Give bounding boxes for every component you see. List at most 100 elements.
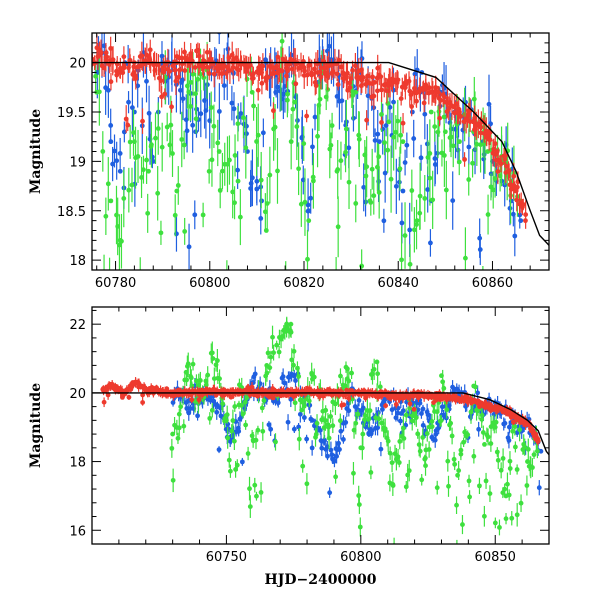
- data-point: [126, 99, 131, 105]
- data-point: [255, 427, 261, 433]
- data-point: [308, 316, 313, 321]
- data-point: [385, 438, 391, 444]
- plot-frame: [91, 306, 550, 545]
- data-point: [268, 426, 274, 432]
- plot-area: [92, 316, 549, 544]
- data-point: [186, 89, 192, 95]
- data-point: [387, 450, 393, 456]
- data-point: [457, 109, 462, 115]
- data-point: [245, 451, 251, 456]
- data-point: [160, 65, 166, 70]
- data-point: [175, 183, 181, 188]
- x-tick-label: 60840: [378, 276, 419, 291]
- data-point: [380, 406, 385, 412]
- data-point: [226, 457, 232, 463]
- data-point: [108, 139, 114, 145]
- data-point: [140, 400, 146, 405]
- data-point: [402, 160, 408, 165]
- data-point: [310, 376, 315, 382]
- data-point: [398, 393, 404, 399]
- data-point: [285, 419, 291, 425]
- x-tick-label: 60820: [283, 276, 324, 291]
- data-point: [442, 129, 448, 135]
- y-tick-label: 20: [69, 387, 86, 402]
- data-point: [365, 93, 371, 99]
- data-point: [393, 183, 399, 189]
- data-point: [379, 112, 384, 117]
- data-point: [313, 431, 319, 437]
- data-point: [143, 387, 149, 392]
- data-point: [531, 452, 537, 458]
- data-point: [235, 178, 241, 184]
- data-point: [376, 72, 382, 78]
- data-point: [483, 478, 489, 484]
- data-point: [159, 144, 165, 150]
- data-point: [420, 435, 426, 440]
- data-point: [155, 190, 161, 196]
- data-point: [279, 38, 285, 44]
- data-point: [189, 397, 195, 403]
- data-point: [360, 431, 366, 437]
- data-point: [309, 445, 315, 451]
- data-point: [420, 422, 426, 428]
- data-point: [433, 428, 439, 434]
- data-point: [466, 144, 472, 150]
- data-point: [422, 111, 428, 117]
- data-point: [492, 520, 498, 526]
- data-point: [315, 70, 321, 75]
- data-point: [275, 168, 280, 174]
- data-point: [326, 43, 332, 49]
- data-point: [398, 132, 404, 138]
- data-point: [500, 407, 506, 413]
- data-point: [498, 467, 504, 473]
- data-point: [398, 96, 404, 101]
- data-point: [177, 87, 183, 93]
- data-point: [366, 431, 372, 437]
- data-point: [220, 401, 226, 407]
- data-point: [214, 409, 220, 415]
- data-point: [511, 173, 517, 179]
- data-point: [356, 398, 362, 403]
- data-point: [334, 168, 340, 174]
- data-point: [258, 216, 264, 221]
- data-point: [275, 400, 281, 406]
- data-point: [193, 91, 198, 97]
- data-point: [158, 78, 164, 84]
- data-point: [247, 504, 253, 509]
- data-point: [401, 436, 407, 441]
- data-point: [254, 493, 259, 499]
- data-point: [159, 94, 165, 100]
- data-point: [181, 142, 187, 148]
- data-point: [395, 118, 401, 124]
- data-point: [284, 97, 290, 103]
- data-point: [425, 187, 431, 192]
- data-point: [237, 214, 243, 220]
- data-point: [240, 411, 246, 417]
- data-point: [351, 115, 356, 121]
- data-point: [475, 390, 481, 396]
- data-point: [94, 89, 100, 95]
- data-point: [416, 442, 422, 448]
- data-point: [183, 117, 189, 123]
- data-point: [343, 149, 348, 155]
- data-point: [337, 418, 343, 424]
- data-point: [523, 212, 529, 218]
- data-point: [351, 470, 356, 476]
- data-point: [432, 437, 438, 443]
- data-point: [369, 166, 375, 172]
- data-point: [210, 356, 216, 361]
- data-point: [400, 188, 406, 194]
- data-point: [346, 378, 352, 384]
- data-point: [255, 132, 261, 138]
- data-point: [132, 380, 138, 385]
- data-point: [382, 426, 388, 432]
- data-point: [332, 401, 338, 407]
- data-point: [153, 135, 158, 141]
- data-point: [327, 490, 333, 496]
- data-point: [184, 377, 190, 383]
- data-point: [225, 161, 230, 167]
- data-point: [455, 472, 460, 478]
- data-point: [149, 142, 154, 148]
- data-point: [446, 483, 451, 489]
